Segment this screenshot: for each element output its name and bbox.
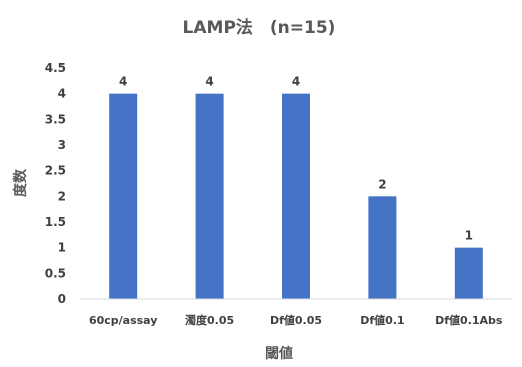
bars-group [109,93,483,300]
bar-data-label: 4 [119,75,127,89]
x-axis-label: 閾値 [265,345,293,362]
y-tick-label: 3.5 [45,112,66,126]
bar-data-label: 1 [465,229,473,243]
y-axis-ticks: 0 0.5 1 1.5 2 2.5 3 3.5 4 4.5 [45,61,66,306]
x-tick-label: 濁度0.05 [185,313,234,327]
bar [109,93,138,300]
y-tick-label: 0.5 [45,266,66,280]
bar [282,93,310,300]
x-tick-label: Df値0.05 [270,313,322,327]
bar-data-label: 4 [205,75,213,89]
bar [454,247,483,299]
y-tick-label: 1 [58,241,66,255]
y-tick-label: 1.5 [45,215,66,229]
y-axis-label: 度数 [12,168,29,197]
x-tick-label: Df値0.1Abs [435,313,503,327]
y-tick-label: 0 [58,292,66,306]
x-tick-label: Df値0.1 [360,313,404,327]
y-tick-label: 2.5 [45,164,66,178]
bar-data-label: 4 [292,75,300,89]
y-tick-label: 2 [58,189,66,203]
y-tick-label: 4.5 [45,61,66,75]
bar [195,93,224,300]
data-labels-group: 4 4 4 2 1 [119,75,473,243]
bar-data-label: 2 [378,177,386,191]
x-tick-label: 60cp/assay [89,314,158,327]
y-tick-label: 4 [58,87,66,101]
bar [368,196,397,299]
y-tick-label: 3 [58,138,66,152]
x-axis-ticks: 60cp/assay 濁度0.05 Df値0.05 Df値0.1 Df値0.1Abs [89,313,503,327]
chart-title: LAMP法 (n=15) [183,17,336,38]
